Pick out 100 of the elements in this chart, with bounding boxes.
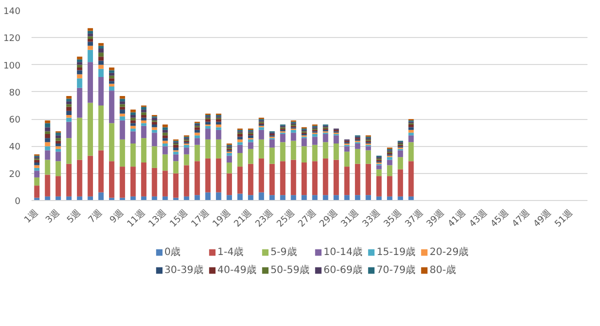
bar — [280, 142, 286, 162]
bar — [226, 156, 232, 162]
bar — [258, 139, 264, 158]
bar — [248, 195, 254, 200]
bar — [76, 88, 82, 118]
bar — [162, 130, 168, 133]
bar — [109, 81, 114, 84]
bar — [162, 135, 168, 138]
bar — [301, 146, 307, 162]
bar — [408, 130, 414, 133]
y-tick-label: 40 — [9, 142, 21, 153]
bar — [76, 64, 82, 68]
bar — [88, 102, 93, 156]
bar — [109, 68, 114, 70]
bar — [237, 153, 243, 167]
bar — [109, 84, 114, 86]
bar — [194, 138, 200, 145]
bar — [216, 158, 222, 192]
bar — [88, 34, 93, 36]
bar — [88, 46, 93, 50]
bar — [130, 144, 136, 167]
bar — [173, 161, 179, 174]
bar — [120, 139, 126, 167]
bar — [258, 158, 264, 192]
legend-label: 15-19歳 — [376, 246, 416, 259]
x-tick-label: 43週 — [467, 207, 490, 230]
bar — [269, 139, 275, 148]
bar — [173, 144, 179, 148]
y-tick-label: 100 — [3, 61, 21, 72]
x-tick-label: 23週 — [253, 207, 276, 230]
bar — [109, 70, 114, 73]
bar — [66, 104, 72, 107]
bar — [141, 120, 146, 124]
bar — [141, 115, 146, 118]
bar — [109, 72, 114, 76]
bar — [98, 56, 104, 61]
bar — [248, 139, 254, 142]
x-tick-label: 1週 — [22, 207, 40, 226]
bar — [408, 132, 414, 136]
bar — [130, 131, 136, 144]
x-tick-label: 25週 — [274, 207, 297, 230]
bar — [130, 112, 136, 115]
bar — [162, 144, 168, 146]
x-tick-label: 17週 — [189, 207, 212, 230]
legend-label: 30-39歳 — [164, 264, 204, 277]
bar — [162, 154, 168, 171]
bar — [194, 135, 200, 138]
bar — [109, 90, 114, 124]
bar — [258, 192, 264, 200]
bar — [301, 162, 307, 196]
bar — [301, 138, 307, 146]
bar — [366, 164, 371, 196]
bar — [141, 110, 146, 112]
bar — [76, 62, 82, 65]
bar — [34, 170, 40, 178]
bar — [98, 43, 104, 46]
bar — [269, 148, 275, 164]
bar — [334, 160, 339, 196]
bar — [322, 134, 328, 142]
bar — [216, 139, 222, 158]
x-tick-label: 11週 — [125, 207, 148, 230]
x-tick-label: 37週 — [403, 207, 426, 230]
bar — [56, 161, 61, 176]
bar — [205, 128, 211, 140]
bar — [290, 132, 296, 141]
bar — [226, 195, 232, 200]
bar — [66, 122, 72, 138]
bar — [226, 153, 232, 156]
bar — [269, 195, 275, 200]
y-tick-label: 80 — [9, 88, 21, 98]
bar — [237, 144, 243, 153]
bar — [354, 144, 360, 149]
bar — [312, 161, 318, 196]
bar — [387, 176, 392, 196]
bar — [34, 160, 40, 162]
bar — [248, 148, 254, 164]
bar — [98, 52, 104, 57]
bar — [56, 144, 61, 146]
legend-label: 40-49歳 — [217, 264, 256, 277]
bar — [354, 148, 360, 164]
bar — [248, 164, 254, 196]
bar — [130, 115, 136, 118]
bar — [34, 168, 40, 171]
bar — [205, 119, 211, 122]
bar — [398, 169, 404, 196]
bar — [56, 148, 61, 152]
bar — [205, 158, 211, 192]
bar — [237, 136, 243, 140]
bar — [334, 144, 339, 160]
bar — [98, 106, 104, 150]
bar — [76, 118, 82, 160]
x-tick-label: 7週 — [86, 207, 105, 226]
bar — [56, 135, 61, 138]
bar — [98, 60, 104, 65]
bar — [141, 126, 146, 138]
bar — [76, 56, 82, 60]
bar — [88, 156, 93, 196]
bar — [76, 74, 82, 78]
bar — [109, 123, 114, 162]
bar — [66, 138, 72, 164]
